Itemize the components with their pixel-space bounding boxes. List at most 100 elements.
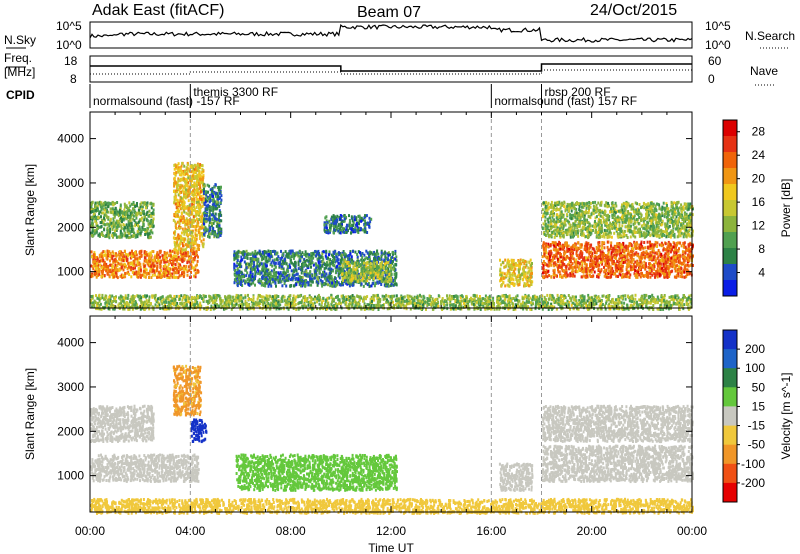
heatmap-cell xyxy=(547,244,550,248)
heatmap-cell xyxy=(119,223,122,227)
heatmap-cell xyxy=(94,269,97,273)
heatmap-cell xyxy=(358,277,361,281)
heatmap-cell xyxy=(235,275,238,279)
heatmap-cell xyxy=(522,278,525,282)
heatmap-cell xyxy=(331,279,334,283)
heatmap-cell xyxy=(189,178,192,182)
heatmap-cell xyxy=(356,271,359,275)
heatmap-cell xyxy=(258,270,261,274)
heatmap-cell xyxy=(132,264,135,268)
heatmap-cell xyxy=(92,260,95,264)
heatmap-cell xyxy=(186,259,189,263)
heatmap-cell xyxy=(277,280,280,284)
heatmap-cell xyxy=(666,274,669,278)
heatmap-cell xyxy=(141,216,143,220)
heatmap-cell xyxy=(522,265,525,269)
heatmap-cell xyxy=(143,212,145,216)
heatmap-cell xyxy=(192,220,195,224)
heatmap-cell xyxy=(94,219,97,223)
heatmap-cell xyxy=(106,249,109,253)
heatmap-cell xyxy=(118,255,121,259)
heatmap-cell xyxy=(93,214,96,218)
heatmap-cell xyxy=(199,196,201,200)
heatmap-cell xyxy=(215,217,218,221)
heatmap-cell xyxy=(208,221,211,224)
heatmap-cell xyxy=(120,216,122,220)
heatmap-cell xyxy=(200,219,203,223)
heatmap-cell xyxy=(253,260,255,264)
heatmap-cell xyxy=(90,275,93,279)
heatmap-cell xyxy=(234,256,236,260)
heatmap-cell xyxy=(283,282,286,286)
heatmap-cell xyxy=(183,264,186,268)
heatmap-cell xyxy=(148,232,151,235)
heatmap-cell xyxy=(179,266,182,270)
heatmap-cell xyxy=(175,256,178,260)
heatmap-cell xyxy=(281,253,284,257)
heatmap-cell xyxy=(369,250,371,254)
heatmap-cell xyxy=(295,282,298,286)
heatmap-cell xyxy=(261,283,264,287)
heatmap-cell xyxy=(510,268,513,271)
heatmap-cell xyxy=(98,234,101,238)
heatmap-cell xyxy=(528,269,531,273)
heatmap-cell xyxy=(186,195,189,199)
heatmap-cell xyxy=(364,257,367,261)
heatmap-cell xyxy=(368,276,370,280)
heatmap-cell xyxy=(191,202,194,206)
heatmap-cell xyxy=(357,259,360,263)
heatmap-cell xyxy=(175,222,178,226)
heatmap-cell xyxy=(277,279,280,282)
heatmap-cell xyxy=(138,211,141,215)
heatmap-cell xyxy=(251,268,254,272)
heatmap-cell xyxy=(114,206,117,210)
heatmap-cell xyxy=(348,257,351,261)
heatmap-cell xyxy=(330,267,333,271)
heatmap-cell xyxy=(190,239,193,243)
heatmap-cell xyxy=(326,263,329,267)
heatmap-cell xyxy=(245,274,248,278)
heatmap-cell xyxy=(305,263,308,267)
heatmap-cell xyxy=(343,219,346,223)
heatmap-cell xyxy=(202,203,205,207)
heatmap-cell xyxy=(188,260,191,264)
heatmap-cell xyxy=(185,211,188,215)
heatmap-cell xyxy=(194,264,197,268)
heatmap-cell xyxy=(215,202,218,206)
heatmap-cell xyxy=(197,246,200,250)
heatmap-cell xyxy=(388,278,391,281)
heatmap-cell xyxy=(101,218,103,222)
heatmap-cell xyxy=(155,269,158,273)
heatmap-cell xyxy=(201,224,204,228)
heatmap-cell xyxy=(329,284,332,288)
heatmap-cell xyxy=(529,272,532,276)
heatmap-cell xyxy=(214,233,217,237)
heatmap-cell xyxy=(131,261,134,265)
heatmap-cell xyxy=(265,264,268,268)
heatmap-cell xyxy=(239,259,242,263)
heatmap-cell xyxy=(323,270,326,274)
heatmap-cell xyxy=(123,234,126,238)
heatmap-cell xyxy=(507,279,510,283)
heatmap-cell xyxy=(365,256,368,260)
heatmap-cell xyxy=(346,280,349,284)
heatmap-cell xyxy=(195,237,198,241)
heatmap-cell xyxy=(178,191,181,195)
heatmap-cell xyxy=(333,216,336,220)
heatmap-cell xyxy=(381,268,384,272)
heatmap-cell xyxy=(142,273,145,277)
heatmap-cell xyxy=(98,212,101,216)
heatmap-cell xyxy=(112,223,115,227)
heatmap-cell xyxy=(391,255,394,259)
heatmap-cell xyxy=(378,270,381,274)
heatmap-cell xyxy=(285,254,288,258)
heatmap-cell xyxy=(338,231,341,235)
heatmap-cell xyxy=(273,268,276,272)
heatmap-cell xyxy=(102,265,105,269)
heatmap-cell xyxy=(97,208,99,212)
heatmap-cell xyxy=(97,267,100,271)
heatmap-cell xyxy=(291,276,294,280)
heatmap-cell xyxy=(504,258,507,262)
heatmap-cell xyxy=(163,258,166,261)
heatmap-cell xyxy=(137,220,140,224)
